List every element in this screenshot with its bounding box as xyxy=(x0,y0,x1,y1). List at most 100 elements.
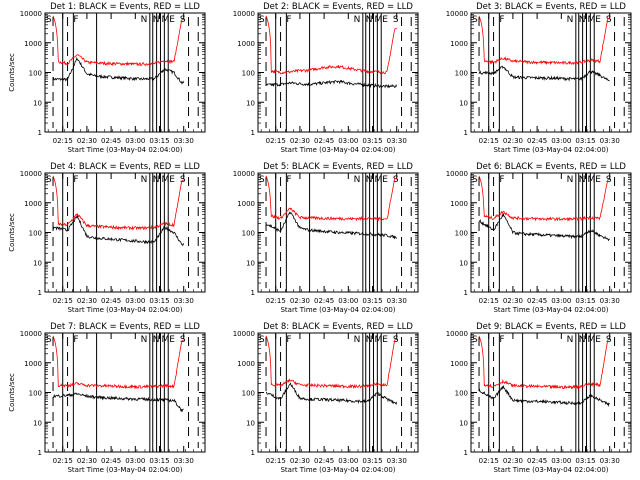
events-series-line xyxy=(52,56,185,85)
marker-label: ME xyxy=(374,15,388,25)
y-tick-label: 1000 xyxy=(24,40,42,48)
y-tick-label: 1 xyxy=(251,129,255,137)
marker-label: N xyxy=(567,175,574,185)
x-tick-label: 02:15 xyxy=(53,457,73,465)
panel-title: Det 8: BLACK = Events, RED = LLD xyxy=(263,322,413,332)
y-tick-label: 1 xyxy=(251,289,255,297)
x-tick-label: 02:15 xyxy=(266,297,286,305)
lld-series-line xyxy=(478,15,610,66)
events-series-line xyxy=(478,212,610,242)
y-tick-label: 1 xyxy=(464,449,468,457)
y-tick-label: 100 xyxy=(29,230,42,238)
y-tick-label: 100 xyxy=(455,70,468,78)
x-tick-label: 03:30 xyxy=(174,457,194,465)
events-series-line xyxy=(478,384,610,407)
panel-title: Det 2: BLACK = Events, RED = LLD xyxy=(263,2,413,12)
marker-label: ME xyxy=(374,335,388,345)
x-tick-label: 03:15 xyxy=(362,457,382,465)
y-tick-label: 100 xyxy=(455,230,468,238)
x-axis-label: Start Time (03-May-04 02:04:00) xyxy=(67,306,182,314)
marker-label: N xyxy=(141,15,148,25)
marker-label: N xyxy=(153,175,160,185)
marker-label: ME xyxy=(161,175,175,185)
x-tick-label: 03:30 xyxy=(387,137,407,145)
detector-panel-1: Det 1: BLACK = Events, RED = LLD 1 10 100 10… xyxy=(8,2,206,154)
x-tick-label: 03:15 xyxy=(149,137,169,145)
y-tick-label: 10000 xyxy=(446,10,468,18)
marker-label: S xyxy=(180,335,186,345)
y-tick-label: 100 xyxy=(242,390,255,398)
x-tick-label: 02:15 xyxy=(53,137,73,145)
marker-label: F xyxy=(286,335,291,345)
x-tick-label: 02:15 xyxy=(479,457,499,465)
x-axis-label: Start Time (03-May-04 02:04:00) xyxy=(280,146,395,154)
marker-label: N xyxy=(579,335,586,345)
marker-label: S xyxy=(259,335,265,345)
y-tick-label: 1 xyxy=(464,289,468,297)
marker-label: ME xyxy=(587,335,601,345)
marker-label: F xyxy=(73,175,78,185)
x-tick-label: 02:30 xyxy=(503,297,523,305)
marker-label: N xyxy=(579,15,586,25)
y-axis-label: Counts/sec xyxy=(8,53,16,92)
x-tick-label: 02:45 xyxy=(314,137,334,145)
x-tick-label: 02:15 xyxy=(53,297,73,305)
detector-panel-6: Det 6: BLACK = Events, RED = LLD 1 10 100 10… xyxy=(446,162,632,314)
marker-label: S xyxy=(393,175,399,185)
y-tick-label: 10000 xyxy=(233,330,255,338)
marker-label: S xyxy=(259,15,265,25)
x-tick-label: 02:45 xyxy=(101,297,121,305)
marker-label: S xyxy=(472,15,478,25)
y-tick-label: 10 xyxy=(459,259,468,267)
y-tick-label: 10000 xyxy=(446,330,468,338)
detector-panel-9: Det 9: BLACK = Events, RED = LLD 1 10 100 10… xyxy=(446,322,632,474)
x-tick-label: 03:00 xyxy=(338,137,358,145)
x-tick-label: 02:15 xyxy=(479,297,499,305)
y-tick-label: 1 xyxy=(38,289,42,297)
x-tick-label: 02:30 xyxy=(290,297,310,305)
plot-frame xyxy=(44,172,206,293)
x-tick-label: 03:15 xyxy=(149,297,169,305)
x-tick-label: 02:15 xyxy=(266,457,286,465)
x-tick-label: 03:30 xyxy=(387,297,407,305)
x-tick-label: 02:45 xyxy=(527,457,547,465)
marker-label: ME xyxy=(587,175,601,185)
y-tick-label: 10000 xyxy=(20,170,42,178)
x-tick-label: 02:30 xyxy=(503,137,523,145)
marker-label: N xyxy=(567,15,574,25)
events-series-line xyxy=(52,392,184,413)
y-axis-label: Counts/sec xyxy=(8,213,16,252)
y-tick-label: 1 xyxy=(38,449,42,457)
marker-label: S xyxy=(606,15,612,25)
y-tick-label: 1000 xyxy=(237,200,255,208)
y-tick-label: 1000 xyxy=(237,360,255,368)
detector-panel-4: Det 4: BLACK = Events, RED = LLD 1 10 100 10… xyxy=(8,162,206,314)
y-tick-label: 10000 xyxy=(20,330,42,338)
marker-label: F xyxy=(73,15,78,25)
marker-label: ME xyxy=(161,15,175,25)
detector-panel-2: Det 2: BLACK = Events, RED = LLD 1 10 100 10… xyxy=(233,2,419,154)
marker-label: N xyxy=(354,15,361,25)
x-axis-label: Start Time (03-May-04 02:04:00) xyxy=(67,146,182,154)
marker-label: N xyxy=(366,335,373,345)
x-tick-label: 03:30 xyxy=(387,457,407,465)
marker-label: S xyxy=(46,335,52,345)
x-tick-label: 03:15 xyxy=(362,297,382,305)
events-series-line xyxy=(52,215,185,246)
y-tick-label: 1 xyxy=(251,449,255,457)
lld-series-line xyxy=(265,175,397,222)
detector-panel-5: Det 5: BLACK = Events, RED = LLD 1 10 100 10… xyxy=(233,162,419,314)
x-axis-label: Start Time (03-May-04 02:04:00) xyxy=(67,466,182,474)
x-tick-label: 03:00 xyxy=(125,137,145,145)
marker-label: S xyxy=(180,175,186,185)
x-tick-label: 03:30 xyxy=(174,137,194,145)
y-tick-label: 10 xyxy=(459,419,468,427)
marker-label: F xyxy=(499,15,504,25)
lld-series-line xyxy=(478,175,610,222)
events-series-line xyxy=(265,382,398,405)
x-tick-label: 02:15 xyxy=(479,137,499,145)
lld-series-line xyxy=(265,15,397,75)
marker-label: N xyxy=(366,175,373,185)
y-tick-label: 1000 xyxy=(450,200,468,208)
plot-frame xyxy=(470,332,632,453)
